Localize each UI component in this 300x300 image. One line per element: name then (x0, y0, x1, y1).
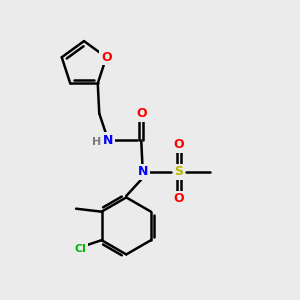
Text: S: S (174, 165, 183, 178)
Text: N: N (138, 165, 148, 178)
Text: O: O (173, 192, 184, 206)
Text: O: O (173, 138, 184, 152)
Text: H: H (92, 137, 101, 147)
Text: O: O (101, 51, 112, 64)
Text: O: O (136, 107, 147, 120)
Text: Cl: Cl (75, 244, 86, 254)
Text: N: N (103, 134, 113, 147)
